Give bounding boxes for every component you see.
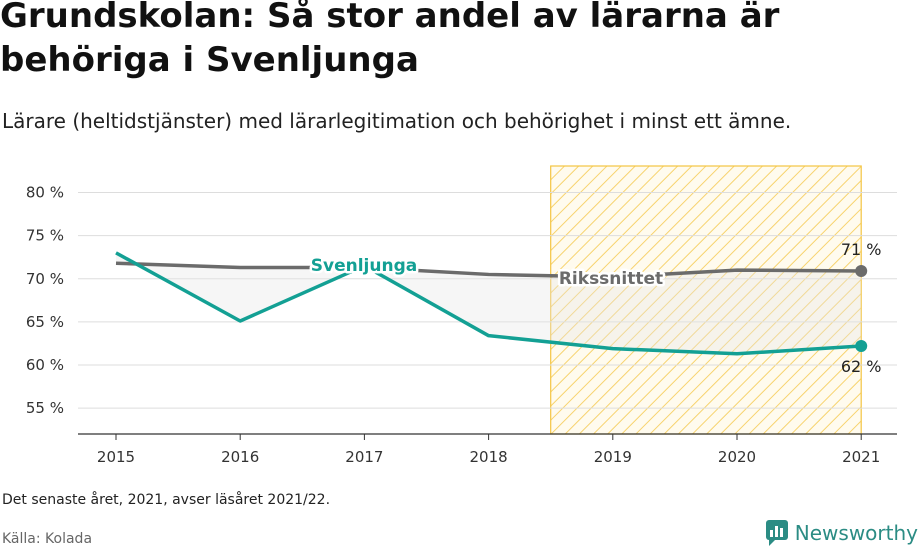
gap-area [116,252,862,354]
x-tick-label: 2021 [842,448,880,466]
line-chart: 55 % 60 % 65 % 70 % 75 % 80 % 2015 2016 2017 2018… [26,165,897,466]
x-tick-label: 2019 [594,448,632,466]
y-tick-label: 70 % [26,270,64,288]
x-tick-label: 2018 [470,448,508,466]
chart-subtitle: Lärare (heltidstjänster) med lärarlegiti… [2,109,792,133]
x-tick-label: 2017 [345,448,383,466]
chart-title: Grundskolan: Så stor andel av lärarna är… [0,0,780,80]
x-tick-label: 2015 [97,448,135,466]
series-line-rikssnittet [115,261,862,279]
highlight-period [550,165,862,435]
y-tick-label: 80 % [26,184,64,202]
source-text: Källa: Kolada [2,531,93,547]
chart-bubble-icon [765,520,788,546]
y-tick-label: 55 % [26,399,64,417]
x-tick-label: 2016 [221,448,259,466]
x-tick-label: 2020 [718,448,756,466]
series-label-svenljunga: Svenljunga [311,256,417,276]
y-tick-label: 65 % [26,313,64,331]
end-label-svenljunga: 62 % [841,357,882,376]
brand-logo: Newsworthy [765,519,918,547]
y-tick-label: 75 % [26,227,64,245]
end-point-svenljunga [855,340,868,353]
brand-name: Newsworthy [794,521,918,545]
footnote: Det senaste året, 2021, avser läsåret 20… [2,492,331,508]
series-label-rikssnittet: Rikssnittet [559,269,663,289]
y-tick-label: 60 % [26,356,64,374]
end-label-rikssnittet: 71 % [841,240,882,259]
end-point-rikssnittet [855,264,868,277]
series-line-svenljunga [115,251,862,356]
